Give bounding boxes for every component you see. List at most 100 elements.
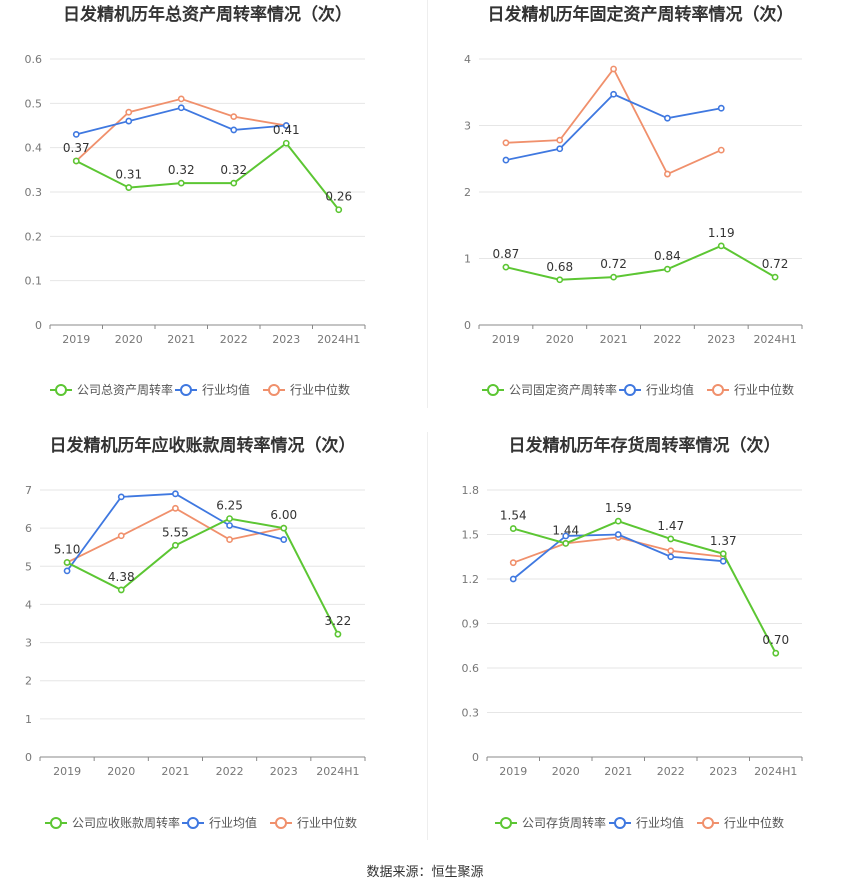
y-tick-label: 1.5 bbox=[462, 529, 480, 542]
x-tick-label: 2022 bbox=[657, 765, 685, 778]
y-tick-label: 0.4 bbox=[25, 142, 43, 155]
legend-marker bbox=[55, 384, 67, 396]
chart-svg-fixed-asset: 日发精机历年固定资产周转率情况（次） 0 1 2 3 4 2019 2020 2021 2022 2… bbox=[464, 4, 803, 397]
legend-item-median: 行业中位数 bbox=[263, 382, 350, 397]
legend-label: 行业中位数 bbox=[297, 815, 357, 830]
y-tick-label: 0 bbox=[35, 319, 42, 332]
x-tick-label: 2020 bbox=[552, 765, 580, 778]
data-label: 5.55 bbox=[162, 525, 189, 539]
data-point-median bbox=[125, 108, 133, 116]
legend-marker bbox=[702, 817, 714, 829]
legend-marker bbox=[275, 817, 287, 829]
chart-title: 日发精机历年应收账款周转率情况（次） bbox=[50, 435, 356, 456]
x-tick-label: 2021 bbox=[167, 333, 195, 346]
vertical-divider-lower bbox=[427, 432, 428, 840]
data-point-company bbox=[177, 179, 185, 187]
data-point-avg bbox=[230, 126, 238, 134]
x-tick-label: 2024H1 bbox=[316, 765, 359, 778]
data-point-median bbox=[717, 146, 725, 154]
data-label: 0.32 bbox=[220, 163, 247, 177]
x-tick-label: 2021 bbox=[604, 765, 632, 778]
x-tick-label: 2019 bbox=[492, 333, 520, 346]
y-tick-label: 4 bbox=[464, 53, 471, 66]
legend-label: 行业均值 bbox=[202, 382, 250, 397]
y-tick-label: 0.1 bbox=[25, 275, 43, 288]
data-point-avg bbox=[117, 493, 125, 501]
x-tick-label: 2019 bbox=[62, 333, 90, 346]
chart-panel-inventory: 日发精机历年存货周转率情况（次） 0 0.3 0.6 0.9 1.2 1.5 1.8 2019 2… bbox=[425, 430, 850, 860]
data-label: 1.54 bbox=[500, 509, 527, 523]
legend-item-company: 公司固定资产周转率 bbox=[482, 382, 617, 397]
x-tick-label: 2023 bbox=[272, 333, 300, 346]
y-tick-label: 7 bbox=[25, 484, 32, 497]
chart-title: 日发精机历年存货周转率情况（次） bbox=[509, 435, 781, 456]
y-tick-label: 0.6 bbox=[25, 53, 43, 66]
data-point-company bbox=[614, 517, 622, 525]
data-point-company bbox=[63, 559, 71, 566]
legend-item-company: 公司总资产周转率 bbox=[50, 382, 173, 397]
data-point-company bbox=[562, 540, 570, 547]
y-tick-label: 0.6 bbox=[462, 662, 480, 675]
data-point-company bbox=[72, 157, 80, 165]
legend-label: 行业均值 bbox=[646, 382, 694, 397]
chart-svg-inventory: 日发精机历年存货周转率情况（次） 0 0.3 0.6 0.9 1.2 1.5 1.8 2019 2… bbox=[462, 435, 803, 830]
data-label: 6.25 bbox=[216, 499, 243, 513]
legend-label: 公司总资产周转率 bbox=[77, 382, 173, 397]
data-label: 0.31 bbox=[115, 168, 142, 182]
data-point-company bbox=[282, 139, 290, 147]
x-tick-label: 2019 bbox=[499, 765, 527, 778]
data-point-avg bbox=[664, 114, 671, 122]
chart-title: 日发精机历年总资产周转率情况（次） bbox=[63, 4, 352, 25]
legend-item-avg: 行业均值 bbox=[609, 815, 684, 830]
data-point-avg bbox=[502, 156, 510, 164]
y-tick-label: 1 bbox=[464, 253, 471, 266]
data-point-company bbox=[664, 265, 671, 273]
y-tick-label: 1 bbox=[25, 713, 32, 726]
data-point-median bbox=[230, 113, 238, 121]
y-tick-label: 0.3 bbox=[462, 707, 480, 720]
data-label: 1.19 bbox=[708, 226, 735, 240]
data-point-avg bbox=[614, 531, 622, 538]
data-label: 6.00 bbox=[270, 508, 297, 522]
legend-marker bbox=[487, 384, 499, 396]
legend-marker bbox=[50, 817, 62, 829]
chart-svg-receivables: 日发精机历年应收账款周转率情况（次） 0 1 2 3 4 5 6 7 2019 2020 2021 20… bbox=[25, 435, 366, 830]
y-tick-label: 1.2 bbox=[462, 573, 480, 586]
legend-label: 公司应收账款周转率 bbox=[72, 815, 180, 830]
data-point-company bbox=[502, 263, 510, 271]
x-tick-label: 2023 bbox=[707, 333, 735, 346]
y-tick-label: 0.3 bbox=[25, 186, 43, 199]
data-point-median bbox=[509, 559, 517, 567]
data-point-avg bbox=[72, 130, 80, 138]
data-point-median bbox=[502, 139, 510, 147]
y-tick-label: 0.2 bbox=[25, 230, 43, 243]
series-line-avg bbox=[505, 93, 722, 161]
data-point-company bbox=[334, 630, 342, 638]
y-tick-label: 0 bbox=[464, 319, 471, 332]
data-point-avg bbox=[226, 522, 233, 529]
legend-label: 行业中位数 bbox=[290, 382, 350, 397]
vertical-divider bbox=[427, 0, 428, 408]
series-line-median bbox=[505, 67, 722, 176]
data-label: 0.70 bbox=[762, 633, 789, 647]
legend-item-company: 公司应收账款周转率 bbox=[45, 815, 180, 830]
data-source-note: 数据来源：恒生聚源 bbox=[366, 865, 484, 880]
y-tick-label: 0.9 bbox=[462, 618, 480, 631]
legend-item-median: 行业中位数 bbox=[707, 382, 794, 397]
series-line-avg bbox=[512, 533, 724, 580]
x-tick-label: 2023 bbox=[709, 765, 737, 778]
data-point-median bbox=[610, 65, 617, 73]
data-label: 1.59 bbox=[605, 501, 632, 515]
data-point-median bbox=[117, 532, 125, 540]
legend-item-avg: 行业均值 bbox=[182, 815, 257, 830]
legend-item-avg: 行业均值 bbox=[175, 382, 250, 397]
series-line-company bbox=[505, 244, 776, 281]
data-point-company bbox=[230, 179, 238, 187]
data-point-median bbox=[226, 536, 233, 543]
y-tick-label: 3 bbox=[25, 637, 32, 650]
legend-item-median: 行业中位数 bbox=[697, 815, 784, 830]
y-tick-label: 2 bbox=[464, 186, 471, 199]
x-tick-label: 2024H1 bbox=[753, 333, 796, 346]
data-label: 1.37 bbox=[710, 534, 737, 548]
data-point-avg bbox=[719, 557, 727, 565]
